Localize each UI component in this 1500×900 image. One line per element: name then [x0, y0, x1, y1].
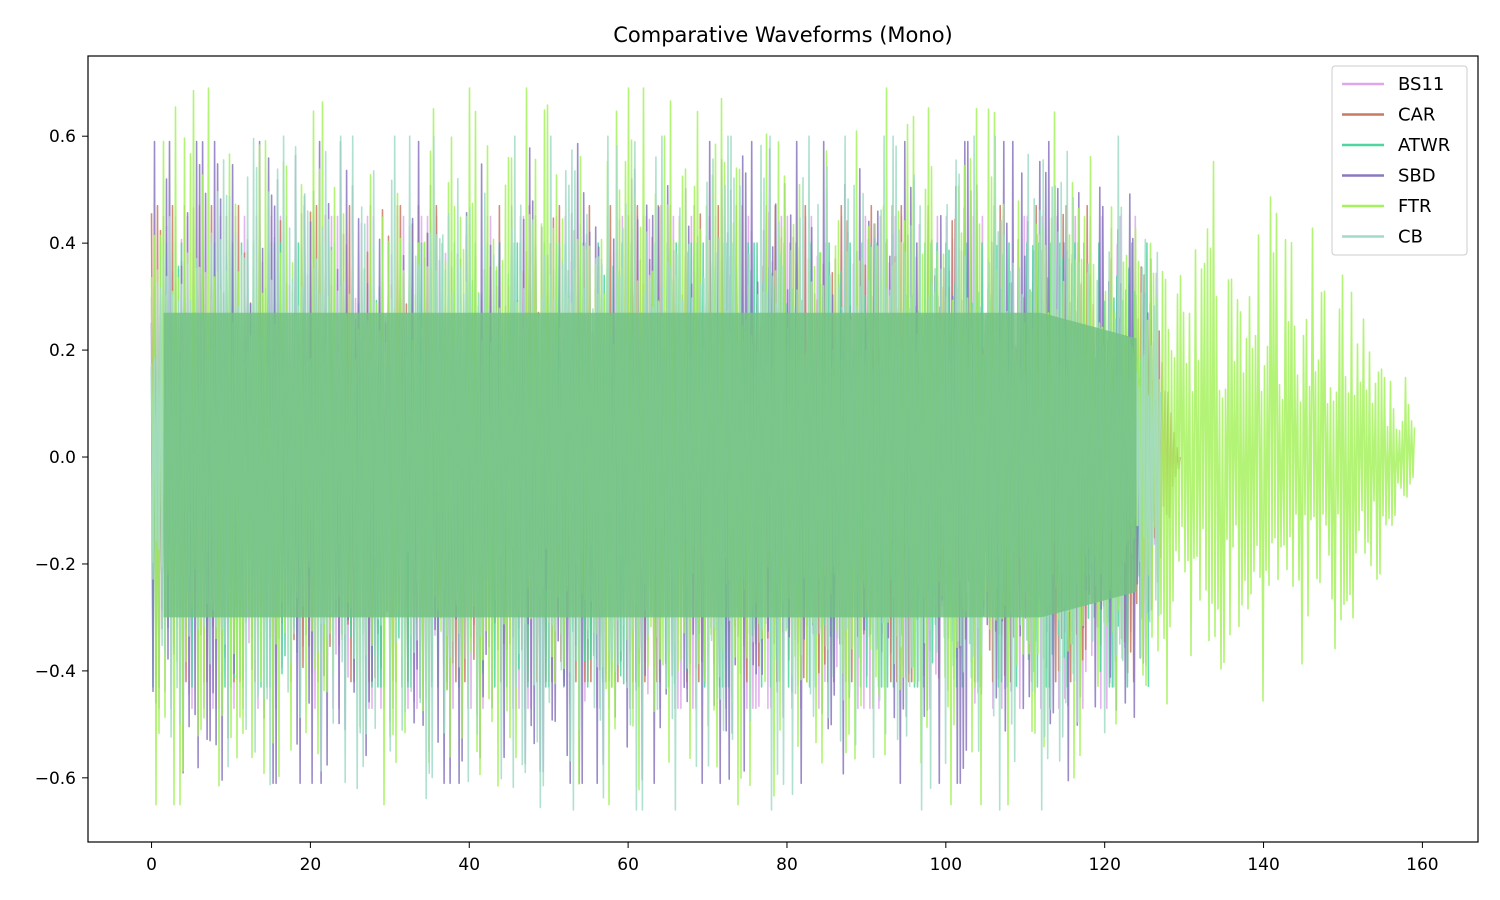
chart-title: Comparative Waveforms (Mono) [613, 23, 953, 47]
overlap-band-fill [163, 312, 1137, 618]
y-axis: 0.6 0.4 0.2 0.0 −0.2 −0.4 −0.6 [35, 127, 88, 789]
y-tick-label: 0.2 [49, 341, 76, 361]
x-tick-label: 20 [300, 855, 322, 875]
legend-label: SBD [1398, 166, 1436, 187]
legend-label: BS11 [1398, 74, 1444, 95]
x-tick-label: 40 [458, 855, 480, 875]
y-tick-label: −0.6 [35, 769, 76, 789]
x-tick-label: 100 [930, 855, 962, 875]
y-tick-label: 0.6 [49, 127, 76, 147]
overlap-band [163, 312, 1137, 618]
legend: BS11 CAR ATWR SBD FTR CB [1331, 65, 1468, 256]
legend-label: ATWR [1398, 135, 1450, 156]
x-tick-label: 160 [1406, 855, 1438, 875]
y-tick-label: 0.4 [49, 234, 76, 254]
series-layer [150, 87, 1416, 811]
legend-item-sbd: SBD [1342, 166, 1436, 187]
x-tick-label: 60 [617, 855, 639, 875]
legend-item-bs11: BS11 [1342, 74, 1444, 95]
legend-label: CAR [1398, 105, 1435, 126]
legend-item-ftr: FTR [1342, 196, 1432, 217]
x-tick-label: 140 [1247, 855, 1279, 875]
legend-item-car: CAR [1342, 105, 1435, 126]
legend-item-atwr: ATWR [1342, 135, 1450, 156]
legend-label: CB [1398, 227, 1423, 248]
legend-label: FTR [1398, 196, 1432, 217]
legend-item-cb: CB [1342, 227, 1423, 248]
x-tick-label: 80 [776, 855, 798, 875]
y-tick-label: 0.0 [49, 448, 76, 468]
plot-frame [87, 55, 1479, 843]
y-tick-label: −0.2 [35, 555, 76, 575]
x-tick-label: 0 [146, 855, 157, 875]
y-tick-label: −0.4 [35, 662, 76, 682]
x-tick-label: 120 [1088, 855, 1120, 875]
x-axis: 0 20 40 60 80 100 120 140 160 [146, 842, 1439, 875]
